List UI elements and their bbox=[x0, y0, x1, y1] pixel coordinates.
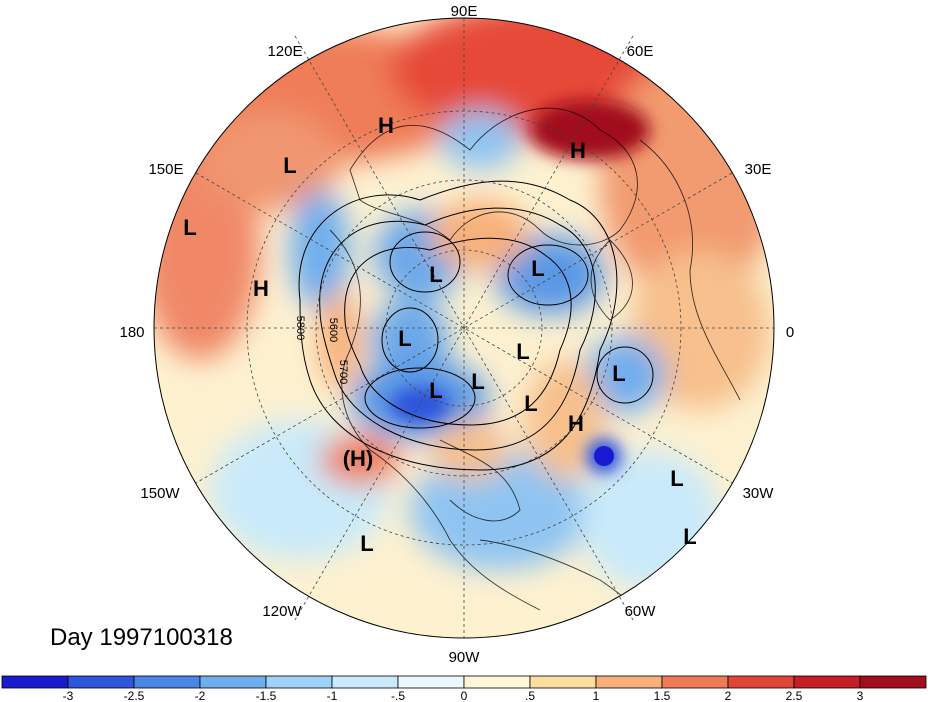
colorbar-swatch bbox=[529, 675, 597, 689]
low-pressure-marker: L bbox=[670, 466, 683, 491]
colorbar-swatch bbox=[595, 675, 663, 689]
colorbar-swatch bbox=[265, 675, 333, 689]
map-border bbox=[153, 17, 775, 639]
longitude-label: 30W bbox=[743, 485, 775, 502]
low-pressure-marker: L bbox=[683, 524, 696, 549]
colorbar-swatch bbox=[133, 675, 201, 689]
colorbar-swatch bbox=[463, 675, 531, 689]
low-pressure-marker: L bbox=[283, 153, 296, 178]
colorbar-swatch bbox=[859, 675, 927, 689]
colorbar-tick: 2.5 bbox=[786, 689, 803, 702]
colorbar-swatch bbox=[1, 675, 69, 689]
low-pressure-marker: L bbox=[183, 215, 196, 240]
colorbar-swatch bbox=[67, 675, 135, 689]
low-pressure-marker: L bbox=[429, 378, 442, 403]
contour-label: 5600 bbox=[327, 318, 339, 342]
longitude-label: 120W bbox=[262, 603, 302, 620]
low-pressure-marker: L bbox=[360, 531, 373, 556]
low-pressure-marker: L bbox=[471, 369, 484, 394]
colorbar-swatch bbox=[199, 675, 267, 689]
contour-labels: 5800 5600 5700 bbox=[294, 316, 349, 384]
low-pressure-marker: L bbox=[531, 256, 544, 281]
longitude-label: 150E bbox=[148, 161, 183, 178]
anomaly-field bbox=[154, 18, 774, 638]
height-contours bbox=[298, 180, 654, 471]
longitude-label: 120E bbox=[267, 43, 302, 60]
longitude-label: 180 bbox=[119, 324, 144, 341]
longitude-label: 150W bbox=[140, 485, 180, 502]
high-pressure-marker: H bbox=[378, 113, 394, 138]
colorbar-swatch bbox=[793, 675, 861, 689]
colorbar-swatch bbox=[397, 675, 465, 689]
colorbar-swatch bbox=[661, 675, 729, 689]
low-pressure-marker: L bbox=[398, 326, 411, 351]
colorbar-swatch bbox=[727, 675, 795, 689]
contour-label: 5700 bbox=[337, 360, 349, 384]
coastlines bbox=[329, 107, 741, 638]
longitude-label: 60E bbox=[627, 43, 654, 60]
colorbar-tick: -1.5 bbox=[256, 689, 277, 702]
colorbar-tick: 1 bbox=[593, 689, 600, 702]
longitude-label: 30E bbox=[745, 161, 772, 178]
date-label: Day 1997100318 bbox=[50, 624, 233, 651]
longitude-label: 60W bbox=[625, 603, 657, 620]
low-pressure-marker: L bbox=[516, 339, 529, 364]
colorbar-tick: -.5 bbox=[391, 689, 405, 702]
colorbar: -3 -2.5 -2 -1.5 -1 -.5 0 .5 1 1.5 2 2.5 3 bbox=[1, 675, 927, 702]
colorbar-tick: 3 bbox=[857, 689, 864, 702]
colorbar-tick: -3 bbox=[63, 689, 74, 702]
colorbar-swatch bbox=[331, 675, 399, 689]
high-pressure-marker: H bbox=[570, 138, 586, 163]
low-pressure-marker: L bbox=[612, 361, 625, 386]
contour-label: 5800 bbox=[294, 316, 306, 340]
high-pressure-marker: H bbox=[253, 276, 269, 301]
high-pressure-marker: H bbox=[568, 411, 584, 436]
colorbar-tick: 0 bbox=[461, 689, 468, 702]
colorbar-tick: -1 bbox=[327, 689, 338, 702]
colorbar-tick: -2.5 bbox=[124, 689, 145, 702]
longitude-label: 90W bbox=[449, 649, 481, 666]
low-pressure-marker: L bbox=[524, 391, 537, 416]
longitude-label: 0 bbox=[786, 324, 794, 341]
graticule bbox=[154, 18, 774, 638]
colorbar-tick: 2 bbox=[725, 689, 732, 702]
low-pressure-marker: L bbox=[429, 262, 442, 287]
pressure-centers: H H L L H L L L L L L L L H (H) L L L bbox=[183, 113, 696, 556]
colorbar-tick: -2 bbox=[195, 689, 206, 702]
longitude-label: 90E bbox=[451, 3, 478, 20]
longitude-labels: 90E 60E 30E 0 30W 60W 90W 120W 150W 180 150E 120E bbox=[119, 3, 794, 666]
colorbar-tick: 1.5 bbox=[654, 689, 671, 702]
colorbar-tick: .5 bbox=[525, 689, 535, 702]
high-pressure-marker: (H) bbox=[343, 446, 374, 471]
